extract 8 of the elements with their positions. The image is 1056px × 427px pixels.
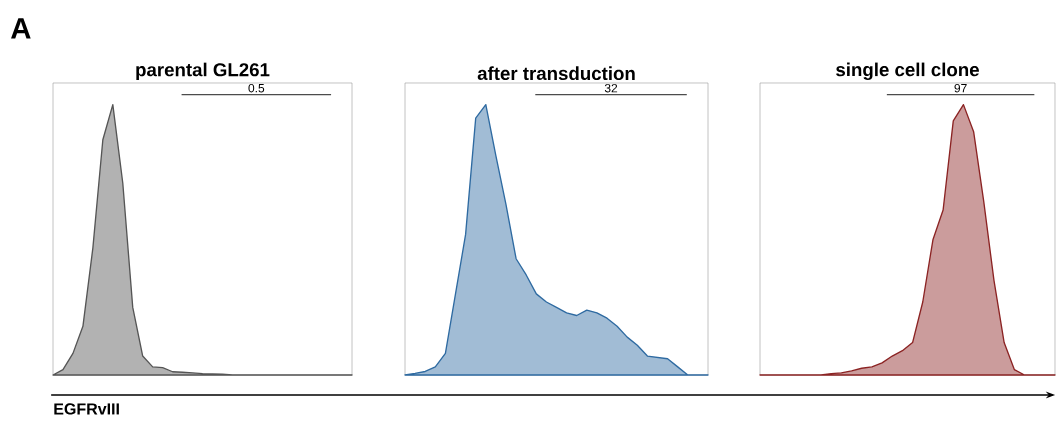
- chart-title: single cell clone: [836, 62, 979, 81]
- text: A: [11, 18, 31, 39]
- text: 97: [954, 83, 967, 93]
- chart-title: parental GL261: [136, 62, 270, 81]
- text: 32: [604, 83, 618, 93]
- x-axis-title: EGFRvIII: [54, 403, 119, 415]
- text: 0.5: [248, 83, 265, 93]
- chart-title: after transduction: [477, 66, 635, 81]
